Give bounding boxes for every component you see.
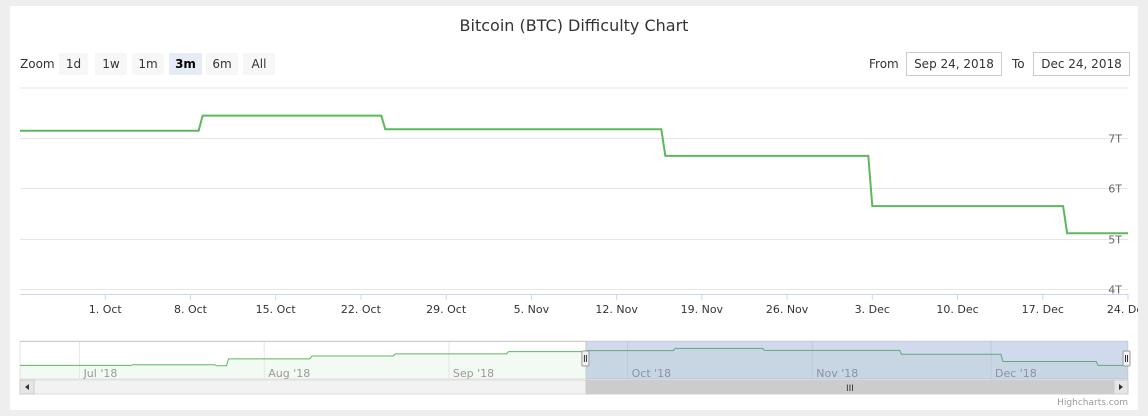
y-tick-label: 7T xyxy=(1108,133,1122,146)
to-date-input[interactable]: Dec 24, 2018 xyxy=(1033,52,1130,76)
navigator-right-handle[interactable] xyxy=(1122,350,1131,367)
navigator-background xyxy=(19,340,1129,380)
navigator-tick-label: Oct '18 xyxy=(632,367,672,380)
scrollbar-grip-icon: III xyxy=(846,384,854,394)
x-tick-label: 24. Dec xyxy=(1107,303,1138,316)
x-tick-label: 26. Nov xyxy=(766,303,809,316)
zoom-button-3m[interactable]: 3m xyxy=(169,53,202,75)
x-tick-label: 19. Nov xyxy=(681,303,724,316)
zoom-button-1w[interactable]: 1w xyxy=(95,53,127,75)
from-label: From xyxy=(869,57,899,71)
difficulty-chart: 4T 5T 6T 7T 1. Oct 8. Oct 15. Oct 22. Oct 29. Oc… xyxy=(19,87,1138,395)
navigator-tick-label: Dec '18 xyxy=(995,367,1037,380)
x-tick-label: 3. Dec xyxy=(855,303,890,316)
y-tick-label: 6T xyxy=(1108,183,1122,196)
x-tick-label: 10. Dec xyxy=(936,303,978,316)
zoom-label: Zoom xyxy=(20,57,55,71)
zoom-button-1m[interactable]: 1m xyxy=(132,53,164,75)
navigator-left-handle[interactable] xyxy=(581,350,590,367)
to-label: To xyxy=(1012,57,1025,71)
chevron-right-icon xyxy=(1119,384,1123,390)
from-date-input[interactable]: Sep 24, 2018 xyxy=(906,52,1002,76)
navigator-tick-label: Nov '18 xyxy=(816,367,858,380)
x-tick-label: 1. Oct xyxy=(89,303,123,316)
x-tick-label: 12. Nov xyxy=(595,303,638,316)
navigator-tick-label: Aug '18 xyxy=(268,367,310,380)
y-tick-label: 5T xyxy=(1108,234,1122,247)
credits-link[interactable]: Highcharts.com xyxy=(1057,398,1128,408)
chart-container: Bitcoin (BTC) Difficulty Chart Zoom 1d 1… xyxy=(10,6,1138,410)
scrollbar-thumb[interactable] xyxy=(585,379,1115,395)
chart-title: Bitcoin (BTC) Difficulty Chart xyxy=(459,16,689,35)
zoom-button-all[interactable]: All xyxy=(243,53,275,75)
difficulty-series-line xyxy=(20,114,1128,235)
navigator-tick-label: Jul '18 xyxy=(83,367,118,380)
chevron-left-icon xyxy=(25,384,29,390)
zoom-button-1d[interactable]: 1d xyxy=(59,53,88,75)
x-tick-label: 8. Oct xyxy=(174,303,208,316)
zoom-button-6m[interactable]: 6m xyxy=(206,53,238,75)
x-tick-label: 5. Nov xyxy=(514,303,550,316)
navigator-selected-range[interactable] xyxy=(585,341,1128,379)
x-tick-label: 29. Oct xyxy=(426,303,467,316)
x-tick-label: 17. Dec xyxy=(1022,303,1064,316)
x-tick-label: 22. Oct xyxy=(341,303,382,316)
x-tick-label: 15. Oct xyxy=(256,303,297,316)
y-tick-label: 4T xyxy=(1108,284,1122,297)
navigator-tick-label: Sep '18 xyxy=(453,367,494,380)
navigator-series-area xyxy=(20,348,1128,379)
